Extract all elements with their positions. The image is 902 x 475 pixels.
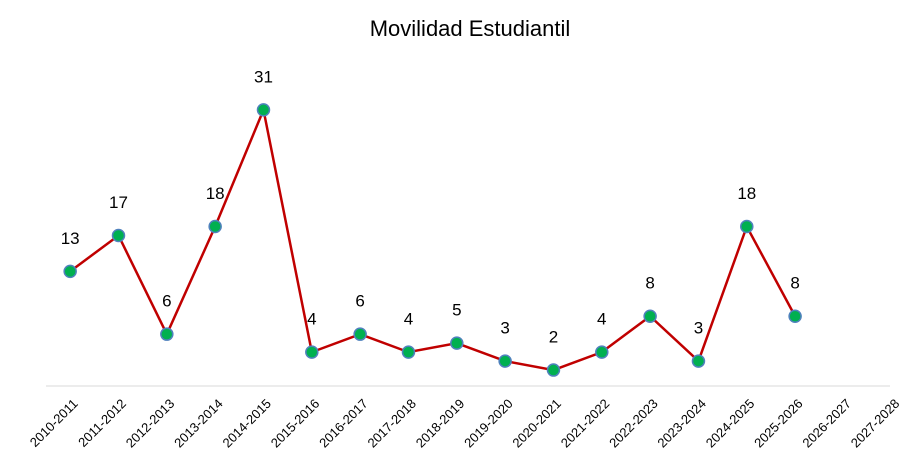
marker <box>256 103 271 117</box>
data-label: 5 <box>452 301 461 320</box>
x-tick-label: 2018-2019 <box>413 396 468 451</box>
marker <box>401 345 416 359</box>
x-tick-label: 2017-2018 <box>364 396 419 451</box>
data-label: 6 <box>162 292 171 311</box>
data-label: 4 <box>404 310 413 329</box>
marker <box>450 336 464 350</box>
x-tick-label: 2010-2011 <box>27 396 81 450</box>
data-label: 8 <box>790 274 799 293</box>
marker <box>546 363 561 377</box>
x-tick-label: 2012-2013 <box>123 396 178 451</box>
x-tick-label: 2015-2016 <box>268 396 323 451</box>
x-tick-label: 2021-2022 <box>558 396 613 451</box>
marker <box>788 309 802 323</box>
data-label: 4 <box>307 310 316 329</box>
marker <box>740 219 754 234</box>
data-label: 18 <box>206 184 225 203</box>
marker <box>208 219 222 234</box>
x-tick-label: 2019-2020 <box>461 396 516 451</box>
marker <box>691 354 706 368</box>
data-label: 6 <box>355 292 364 311</box>
data-label: 17 <box>109 193 128 212</box>
x-tick-label: 2016-2017 <box>316 396 371 451</box>
x-tick-label: 2022-2023 <box>606 396 661 451</box>
data-label: 18 <box>737 184 756 203</box>
line <box>69 105 797 372</box>
data-label: 31 <box>254 67 273 86</box>
x-tick-label: 2025-2026 <box>751 396 806 451</box>
marker <box>63 264 77 279</box>
x-tick-label: 2023-2024 <box>654 396 709 451</box>
data-label: 8 <box>645 274 654 293</box>
marker <box>498 354 512 368</box>
data-label: 3 <box>500 319 509 338</box>
data-label: 2 <box>549 328 558 347</box>
x-tick-label: 2014-2015 <box>219 396 274 451</box>
marker <box>160 327 174 341</box>
marker <box>305 345 319 359</box>
marker <box>353 327 367 341</box>
x-tick-label: 2011-2012 <box>75 396 129 450</box>
data-label: 4 <box>597 310 606 329</box>
data-label: 13 <box>61 229 80 248</box>
marker <box>643 309 657 323</box>
x-tick-label: 2024-2025 <box>703 396 758 451</box>
chart-title: Movilidad Estudiantil <box>370 16 571 41</box>
data-label: 3 <box>694 319 703 338</box>
x-tick-label: 2020-2021 <box>509 396 564 451</box>
marker <box>111 228 126 243</box>
x-tick-label: 2013-2014 <box>171 396 226 451</box>
marker <box>595 345 609 359</box>
x-tick-label: 2026-2027 <box>799 396 854 451</box>
x-tick-label: 2027-2028 <box>848 396 902 451</box>
